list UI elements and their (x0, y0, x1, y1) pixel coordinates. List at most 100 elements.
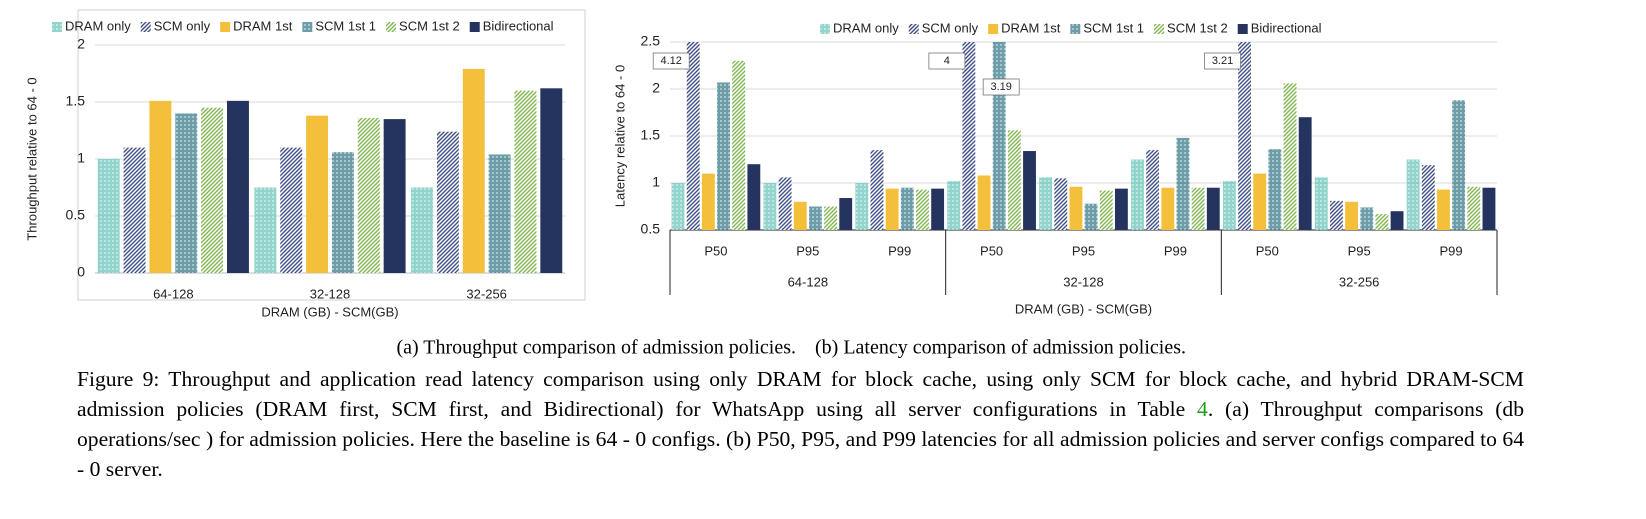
y-tick-label: 1.5 (66, 93, 86, 109)
y-tick-label: 2 (652, 80, 660, 96)
bar (824, 206, 838, 230)
subcaption: (a) Throughput comparison of admission p… (396, 337, 796, 359)
subcaption: (b) Latency comparison of admission poli… (815, 337, 1186, 359)
data-label-box (652, 52, 690, 70)
bar (1099, 190, 1113, 230)
bar (1283, 83, 1297, 230)
y-axis-label: Throughput relative to 64 - 0 (24, 77, 39, 240)
bar (1161, 187, 1175, 230)
bar (900, 187, 914, 230)
bar (201, 107, 224, 273)
bar (1421, 165, 1435, 230)
legend-label: SCM only (922, 20, 979, 35)
y-tick-label: 1 (652, 174, 660, 190)
bar (1345, 201, 1359, 230)
bar (1467, 186, 1481, 230)
legend-label: DRAM 1st (233, 18, 293, 33)
bar (123, 147, 146, 273)
bar (671, 183, 685, 230)
bar (149, 100, 172, 273)
bar (1238, 42, 1251, 230)
bar (793, 201, 807, 230)
bar (1191, 187, 1205, 230)
y-tick-label: 1.5 (641, 127, 661, 143)
x-tick-label: 32-256 (466, 286, 506, 301)
figure: (a) Throughput comparison of admission p… (24, 9, 1498, 359)
bar (226, 100, 249, 273)
bar (1482, 187, 1496, 230)
bar (97, 159, 120, 273)
bar (175, 113, 198, 273)
bar (1146, 150, 1160, 230)
bars (97, 68, 563, 273)
y-tick-label: 0 (77, 264, 85, 280)
bar (962, 42, 976, 230)
group-label: 32-256 (1339, 274, 1379, 289)
bar (514, 90, 537, 273)
bar (1084, 203, 1098, 230)
legend-swatch (140, 22, 151, 32)
bar (870, 150, 884, 230)
legend-label: SCM 1st 1 (315, 18, 376, 33)
legend-label: DRAM only (65, 18, 131, 33)
bar (436, 131, 459, 273)
legend-swatch (1070, 24, 1081, 34)
legend-swatch (1237, 24, 1248, 34)
bars (671, 42, 1496, 230)
x-tick-label: P95 (1072, 243, 1095, 258)
bar (763, 183, 777, 230)
bar (357, 117, 380, 273)
x-tick-label: P99 (1164, 243, 1187, 258)
bar (1375, 214, 1389, 230)
legend-swatch (820, 24, 830, 34)
legend-swatch (469, 22, 480, 32)
bar (1360, 207, 1374, 230)
legend-swatch (302, 22, 313, 32)
bar (306, 115, 329, 273)
data-label-box (1204, 52, 1241, 70)
bar (1253, 173, 1267, 230)
legend-label: Bidirectional (483, 18, 554, 33)
bar (1390, 211, 1404, 230)
bar (808, 206, 822, 230)
group-label: 64-128 (788, 274, 828, 289)
x-tick-label: P99 (1439, 243, 1462, 258)
bar (488, 154, 511, 273)
legend-swatch (908, 24, 919, 34)
bar (1054, 178, 1068, 230)
bar (1007, 130, 1021, 230)
bar (916, 189, 929, 230)
bar (462, 68, 485, 273)
bar (1131, 159, 1144, 230)
figure-caption: Figure 9: Throughput and application rea… (77, 364, 1524, 484)
y-tick-label: 1 (77, 150, 85, 166)
bar (1039, 177, 1053, 230)
legend-swatch (220, 22, 231, 32)
caption-text: Figure 9: Throughput and application rea… (77, 367, 1524, 421)
x-tick-label: P99 (888, 243, 911, 258)
bar (1268, 149, 1282, 230)
bar (717, 82, 730, 230)
chart-frame (77, 9, 586, 301)
bar (947, 181, 961, 230)
legend-label: DRAM 1st (1001, 20, 1061, 35)
bar (1452, 100, 1466, 230)
x-tick-label: 64-128 (153, 286, 193, 301)
table-ref[interactable]: 4 (1197, 397, 1208, 421)
legend-label: DRAM only (833, 20, 899, 35)
bar (1314, 177, 1328, 230)
caption-text: . (a) Throughput comparisons (db operati… (77, 397, 1524, 481)
x-tick-label: P50 (704, 243, 727, 258)
x-tick-label: P95 (796, 243, 819, 258)
bar (383, 119, 406, 273)
bar (1114, 188, 1128, 230)
group-label: 32-128 (1063, 274, 1103, 289)
data-label-box (928, 52, 966, 70)
x-axis-label: DRAM (GB) - SCM(GB) (1015, 301, 1152, 316)
bar (1069, 186, 1083, 230)
bar (411, 187, 434, 273)
legend-label: SCM 1st 1 (1083, 20, 1144, 35)
x-tick-label: P95 (1348, 243, 1371, 258)
bar (1406, 159, 1420, 230)
